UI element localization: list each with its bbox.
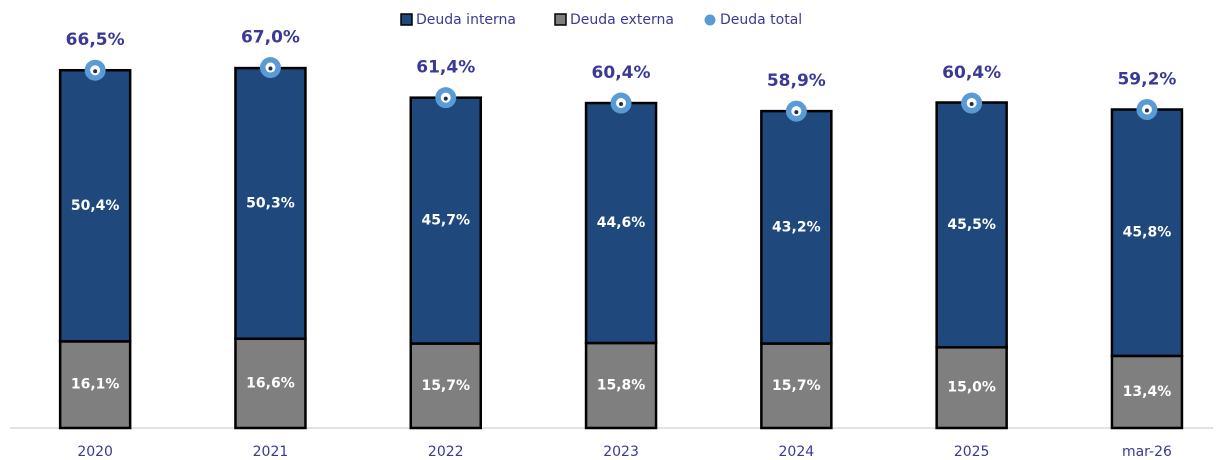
segment-label: 16,1% bbox=[71, 377, 120, 393]
total-label: 61,4% bbox=[416, 58, 475, 78]
x-tick-label: 2023 bbox=[603, 444, 639, 460]
bar-segment bbox=[760, 342, 833, 430]
segment-label: 50,4% bbox=[71, 198, 120, 214]
total-label: 66,5% bbox=[66, 30, 125, 50]
total-label: 60,4% bbox=[942, 63, 1001, 83]
segment-label: 50,3% bbox=[246, 195, 295, 211]
bar-segment bbox=[1110, 108, 1184, 358]
x-tick-label: 2022 bbox=[428, 444, 464, 460]
legend-label: Deuda total bbox=[720, 12, 802, 28]
segment-label: 43,2% bbox=[772, 219, 821, 235]
x-tick-label: 2020 bbox=[77, 444, 113, 460]
bar-segment bbox=[234, 66, 307, 340]
segment-label: 45,8% bbox=[1123, 225, 1172, 241]
total-marker-dot bbox=[619, 102, 624, 107]
legend-swatch bbox=[400, 13, 413, 26]
bar-segment bbox=[935, 101, 1008, 349]
bar-segment bbox=[58, 68, 132, 343]
segment-label: 45,7% bbox=[421, 213, 470, 229]
x-tick-label: mar-26 bbox=[1122, 444, 1172, 460]
total-label: 59,2% bbox=[1117, 70, 1176, 90]
x-tick-label: 2025 bbox=[954, 444, 990, 460]
bar-segment bbox=[58, 340, 132, 430]
total-marker-dot bbox=[969, 102, 974, 107]
segment-label: 16,6% bbox=[246, 375, 295, 391]
segment-label: 44,6% bbox=[597, 215, 646, 231]
legend-marker bbox=[704, 14, 716, 26]
segment-label: 13,4% bbox=[1123, 384, 1172, 400]
bar-segment bbox=[409, 96, 482, 345]
legend-swatch bbox=[554, 13, 567, 26]
total-label: 67,0% bbox=[241, 28, 300, 48]
legend-label: Deuda externa bbox=[570, 12, 674, 28]
bar-segment bbox=[234, 337, 307, 430]
segment-label: 15,7% bbox=[772, 378, 821, 394]
segment-label: 15,7% bbox=[421, 378, 470, 394]
total-marker-dot bbox=[794, 110, 799, 115]
total-marker-dot bbox=[93, 69, 98, 74]
total-marker-dot bbox=[268, 66, 273, 71]
total-label: 58,9% bbox=[767, 71, 826, 91]
x-tick-label: 2021 bbox=[253, 444, 289, 460]
total-marker-dot bbox=[443, 96, 448, 101]
bar-segment bbox=[760, 109, 833, 345]
legend-label: Deuda interna bbox=[416, 12, 516, 28]
segment-label: 15,0% bbox=[947, 380, 996, 396]
total-label: 60,4% bbox=[592, 63, 651, 83]
segment-label: 15,8% bbox=[597, 377, 646, 393]
segment-label: 45,5% bbox=[947, 217, 996, 233]
total-marker-dot bbox=[1144, 108, 1149, 113]
x-tick-label: 2024 bbox=[779, 444, 815, 460]
